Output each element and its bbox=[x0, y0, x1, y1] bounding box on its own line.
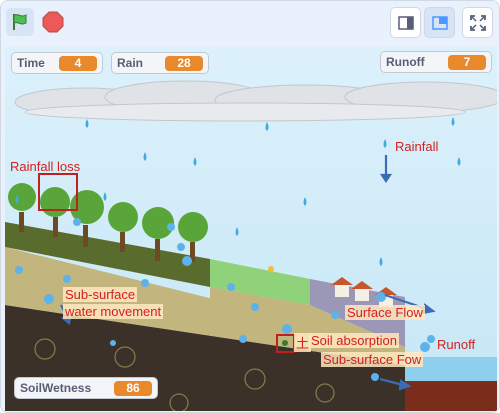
houses bbox=[331, 277, 397, 307]
time-label: Time bbox=[17, 56, 45, 70]
scene-illustration bbox=[5, 47, 497, 411]
fullscreen-icon bbox=[469, 14, 486, 31]
rain-drops bbox=[15, 117, 461, 266]
fullscreen-button[interactable] bbox=[462, 7, 493, 38]
runoff-value: 7 bbox=[448, 54, 486, 70]
time-monitor[interactable]: Time 4 bbox=[11, 52, 103, 74]
soil-absorption-glyph: 土 bbox=[294, 333, 312, 352]
forest-floor bbox=[5, 222, 210, 287]
soil-particles bbox=[34, 338, 335, 411]
soilwetness-label: SoilWetness bbox=[20, 381, 92, 395]
rainfall-label: Rainfall bbox=[395, 139, 439, 154]
soil-absorption-label: Soil absorption bbox=[309, 333, 399, 348]
subsurface-movement-label-line2: water movement bbox=[63, 304, 164, 319]
subsurface-flow-label: Sub-surface Fow bbox=[321, 352, 424, 367]
meadow bbox=[210, 259, 310, 305]
runoff-label-scene: Runoff bbox=[437, 337, 476, 352]
large-stage-button[interactable] bbox=[424, 7, 455, 38]
soilwetness-value: 86 bbox=[114, 380, 152, 396]
time-value: 4 bbox=[59, 55, 97, 71]
stop-icon bbox=[42, 11, 64, 33]
green-flag-icon bbox=[13, 14, 27, 30]
stage-header bbox=[1, 1, 499, 47]
soil-water-dots bbox=[15, 218, 435, 381]
rain-value: 28 bbox=[165, 55, 203, 71]
cloud-band bbox=[14, 80, 497, 122]
small-stage-button[interactable] bbox=[390, 7, 421, 38]
rainfall-loss-box bbox=[38, 173, 78, 211]
stop-button[interactable] bbox=[39, 8, 67, 36]
soilwetness-monitor[interactable]: SoilWetness 86 bbox=[14, 377, 158, 399]
stage-canvas[interactable]: Time 4 Rain 28 Runoff 7 SoilWetness 86 R… bbox=[5, 47, 497, 411]
green-flag-button[interactable] bbox=[6, 8, 34, 36]
small-stage-icon bbox=[397, 15, 414, 30]
flower bbox=[268, 266, 274, 272]
surface-flow-label: Surface Flow bbox=[345, 305, 425, 320]
runoff-label: Runoff bbox=[386, 55, 425, 69]
runoff-monitor[interactable]: Runoff 7 bbox=[380, 51, 492, 73]
rainfall-loss-label: Rainfall loss bbox=[10, 159, 81, 174]
rain-monitor[interactable]: Rain 28 bbox=[111, 52, 209, 74]
subsurface-movement-label-line1: Sub-surface bbox=[63, 287, 138, 302]
rain-label: Rain bbox=[117, 56, 144, 70]
large-stage-icon bbox=[431, 15, 448, 30]
